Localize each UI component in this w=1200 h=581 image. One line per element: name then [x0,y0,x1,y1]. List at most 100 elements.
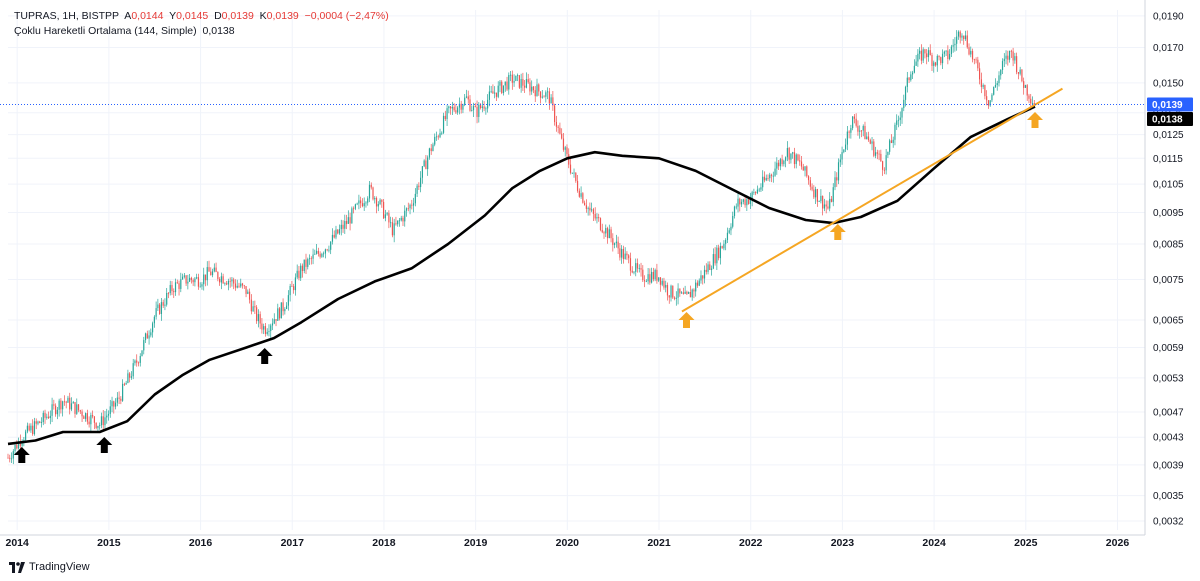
candle-body [328,249,330,251]
y-tick-label: 0,0105 [1153,180,1184,191]
candle-body [504,81,506,86]
candle-body [187,281,189,284]
candle-body [294,277,297,291]
legend-ma-row: Çoklu Hareketli Ortalama (144, Simple) 0… [14,24,389,39]
candle-body [1012,51,1014,61]
candle-body [333,234,335,238]
candle-body [250,299,252,312]
candle-body [296,270,298,278]
candle-body [368,184,371,199]
candle-body [106,415,108,418]
candle-body [804,166,806,171]
candle-body [933,62,935,66]
candle-body [72,402,74,404]
candle-body [151,323,154,333]
candle-body [60,400,62,410]
y-tick-label: 0,0075 [1153,275,1184,286]
candle-body [896,120,898,125]
candle-body [959,31,961,38]
candle-body [772,175,774,177]
candle-body [931,54,933,66]
candle-body [211,271,214,276]
candle-body [774,168,776,176]
candle-body [647,274,649,282]
candle-body [384,214,386,219]
candle-body [721,246,723,249]
candle-body [1028,95,1030,99]
candle-body [420,177,422,188]
chart-legend: TUPRAS, 1H, BISTPP A0,0144 Y0,0145 D0,01… [14,9,389,39]
candle-body [411,204,413,206]
candle-body [760,187,762,190]
x-tick-label: 2025 [1014,537,1038,549]
trendline-segment [681,87,1063,313]
candle-body [310,258,312,260]
candle-body [379,199,381,205]
candle-body [479,104,482,108]
candle-body [360,200,362,204]
candle-body [843,149,845,153]
candle-body [340,224,342,230]
candle-body [63,401,66,403]
candle-body [351,208,353,224]
candle-body [633,271,635,273]
candle-body [986,96,988,101]
candle-body [943,51,945,54]
candle-body [435,136,438,138]
candle-body [337,229,339,234]
candle-body [382,201,385,219]
candle-body [1005,55,1007,59]
candle-body [423,160,425,167]
candle-body [765,178,767,181]
candle-body [227,280,230,285]
candle-body [448,106,450,109]
axes[interactable]: 0,01900,01700,01500,01350,01250,01150,01… [0,0,1193,549]
candle-body [822,195,824,209]
candle-body [291,286,293,287]
candle-body [594,213,596,219]
candle-body [181,276,184,280]
candle-body [315,250,318,254]
candle-body [806,166,808,177]
candle-body [966,35,968,48]
candle-body [160,302,163,314]
candle-body [425,160,427,170]
candle-body [613,243,616,245]
footer-brand[interactable]: TradingView [9,561,90,573]
current-price-badge [1147,97,1193,112]
candle-body [17,441,20,449]
candle-body [441,132,443,134]
candle-body [356,203,358,205]
candle-body [428,148,431,158]
candle-body [723,243,725,249]
candle-body [312,254,314,259]
candle-body [153,316,155,324]
candle-body [823,204,826,209]
candle-body [398,220,401,222]
candle-body [735,206,737,208]
candle-body [807,176,810,181]
candle-body [233,279,235,284]
candle-body [501,81,503,94]
candle-body [892,139,894,143]
candle-body [829,198,831,209]
y-tick-label: 0,0150 [1153,78,1184,89]
candle-body [575,172,577,181]
candle-body [321,253,323,257]
candle-body [608,229,610,239]
candle-body [123,383,125,385]
candle-body [169,285,171,294]
candle-body [189,277,191,282]
candle-body [520,79,522,88]
candle-body [949,53,951,60]
candle-body [263,326,265,330]
candle-body [977,59,979,69]
candle-body [301,265,304,271]
candle-body [584,202,586,206]
candle-body [287,295,289,306]
candle-body [303,259,305,271]
trendline [681,87,1063,313]
x-tick-label: 2014 [5,537,29,549]
y-tick-label: 0,0059 [1153,343,1184,354]
